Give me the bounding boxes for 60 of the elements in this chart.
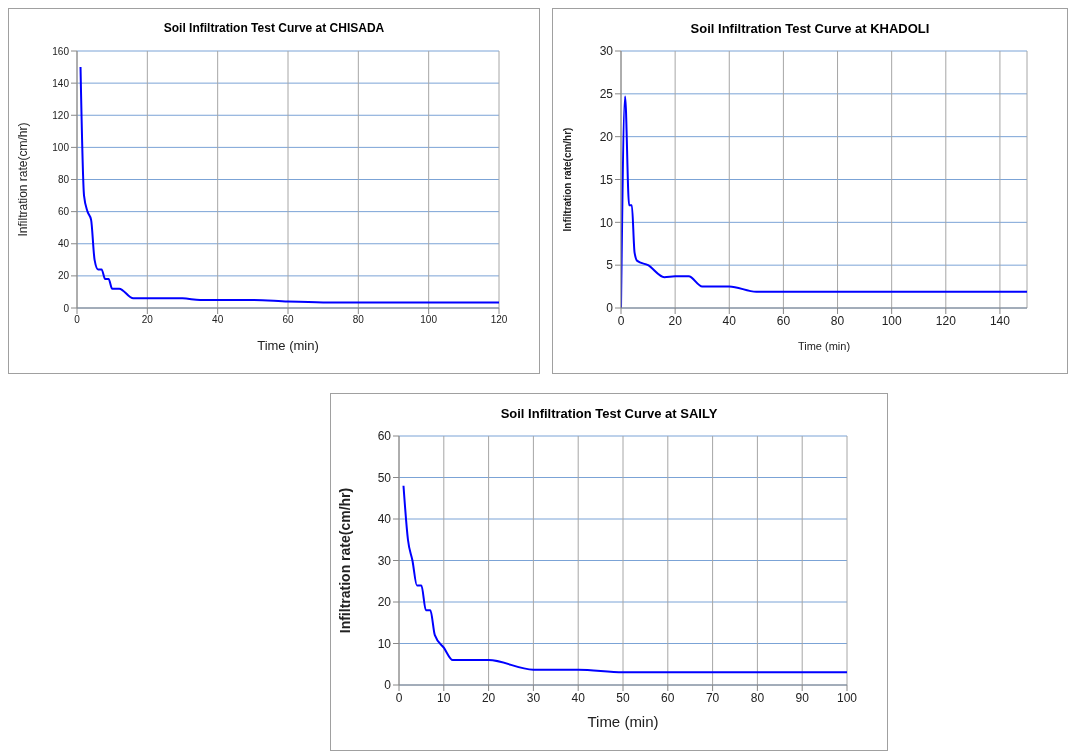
x-tick-label: 40 (212, 314, 224, 326)
x-tick-label: 60 (282, 314, 294, 326)
y-tick-label: 60 (377, 429, 392, 444)
x-tick-label: 40 (722, 313, 737, 328)
y-tick-label: 0 (384, 678, 392, 693)
y-tick-label: 30 (377, 553, 392, 568)
x-tick-label: 100 (836, 690, 858, 705)
x-tick-label: 80 (352, 314, 365, 326)
y-tick-label: 100 (52, 141, 70, 153)
y-tick-label: 50 (377, 470, 392, 485)
chart-title: Soil Infiltration Test Curve at KHADOLI (689, 21, 931, 38)
x-tick-label: 20 (668, 313, 683, 328)
x-axis-title: Time (min) (257, 338, 319, 353)
y-tick-label: 20 (57, 270, 70, 282)
x-tick-label: 20 (481, 690, 496, 705)
y-axis-title: Infiltration rate(cm/hr) (16, 122, 31, 237)
x-tick-label: 40 (571, 690, 586, 705)
y-tick-label: 30 (599, 44, 614, 59)
y-tick-label: 0 (63, 302, 70, 314)
y-tick-label: 40 (57, 238, 70, 250)
x-tick-label: 60 (661, 690, 675, 705)
x-tick-label: 0 (395, 690, 403, 705)
y-tick-label: 10 (377, 636, 392, 651)
y-axis-title: Infiltration rate(cm/hr) (336, 487, 353, 634)
line-series (402, 484, 847, 674)
x-tick-label: 120 (935, 313, 957, 328)
x-tick-label: 10 (437, 690, 451, 705)
x-tick-label: 70 (705, 690, 720, 705)
y-tick-label: 5 (606, 258, 614, 273)
y-tick-label: 80 (57, 174, 70, 186)
x-tick-label: 120 (490, 314, 508, 326)
y-tick-label: 20 (377, 595, 392, 610)
x-tick-label: 50 (616, 690, 630, 705)
x-tick-label: 80 (830, 313, 845, 328)
y-axis-title: Infiltration rate(cm/hr) (561, 127, 573, 232)
x-tick-label: 30 (526, 690, 541, 705)
x-axis-title: Time (min) (587, 713, 659, 730)
y-tick-label: 0 (606, 301, 614, 316)
x-tick-label: 100 (881, 313, 902, 328)
x-tick-label: 0 (617, 313, 625, 328)
x-axis-title: Time (min) (797, 340, 851, 352)
line-series (79, 66, 499, 304)
x-tick-label: 90 (795, 690, 810, 705)
x-tick-label: 60 (776, 313, 791, 328)
y-tick-label: 120 (52, 109, 70, 121)
y-tick-label: 40 (377, 512, 392, 527)
x-tick-label: 100 (420, 314, 438, 326)
y-tick-label: 60 (57, 206, 70, 218)
x-tick-label: 0 (74, 314, 81, 326)
x-tick-label: 80 (750, 690, 765, 705)
y-tick-label: 20 (599, 129, 614, 144)
y-tick-label: 15 (599, 172, 614, 187)
x-tick-label: 140 (989, 313, 1011, 328)
y-tick-label: 140 (52, 77, 70, 89)
y-tick-label: 160 (52, 45, 70, 57)
chart-title: Soil Infiltration Test Curve at CHISADA (162, 21, 386, 37)
y-tick-label: 10 (599, 215, 614, 230)
x-tick-label: 20 (141, 314, 154, 326)
chart-title: Soil Infiltration Test Curve at SAILY (499, 406, 719, 423)
y-tick-label: 25 (599, 87, 614, 102)
